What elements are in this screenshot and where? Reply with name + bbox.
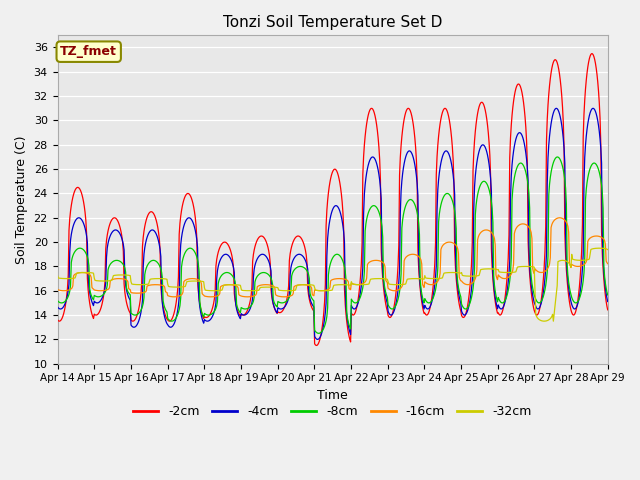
-4cm [604,299,612,304]
-16cm [205,294,213,300]
-32cm [54,273,61,278]
-32cm [120,272,128,278]
-16cm [63,288,71,293]
-2cm [400,116,408,122]
-2cm [63,285,71,291]
-8cm [120,263,128,269]
-16cm [54,287,61,292]
-4cm [552,106,560,111]
-4cm [417,282,424,288]
Text: TZ_fmet: TZ_fmet [60,45,117,58]
Line: -8cm: -8cm [58,157,608,333]
-32cm [595,245,603,251]
-16cm [400,258,408,264]
-2cm [54,317,61,323]
-32cm [399,282,407,288]
-32cm [604,247,612,252]
-8cm [63,295,71,301]
-8cm [400,208,408,214]
-16cm [604,261,612,266]
-32cm [176,284,184,290]
Line: -4cm: -4cm [58,108,608,339]
-4cm [400,161,408,167]
-16cm [556,215,563,221]
-8cm [176,302,184,308]
-32cm [415,276,423,282]
-4cm [63,292,71,298]
-4cm [176,256,184,262]
Line: -32cm: -32cm [58,248,608,321]
-16cm [417,255,424,261]
-16cm [207,294,214,300]
-16cm [176,293,184,299]
-32cm [205,288,213,293]
-4cm [314,336,321,342]
-2cm [120,281,128,287]
-8cm [205,312,213,318]
-8cm [315,330,323,336]
Line: -16cm: -16cm [58,218,608,297]
Title: Tonzi Soil Temperature Set D: Tonzi Soil Temperature Set D [223,15,442,30]
-2cm [176,220,184,226]
-32cm [540,318,548,324]
X-axis label: Time: Time [317,389,348,402]
-2cm [604,307,612,312]
-4cm [205,318,213,324]
Legend: -2cm, -4cm, -8cm, -16cm, -32cm: -2cm, -4cm, -8cm, -16cm, -32cm [129,400,537,423]
-8cm [417,277,424,283]
-2cm [205,313,213,319]
-32cm [63,276,71,281]
-8cm [604,292,612,298]
-8cm [554,154,561,160]
-8cm [54,298,61,304]
-2cm [588,51,595,57]
-4cm [54,304,61,310]
Y-axis label: Soil Temperature (C): Soil Temperature (C) [15,135,28,264]
Line: -2cm: -2cm [58,54,608,346]
-16cm [120,276,128,282]
-2cm [417,286,424,292]
-2cm [312,343,320,348]
-4cm [120,247,128,253]
